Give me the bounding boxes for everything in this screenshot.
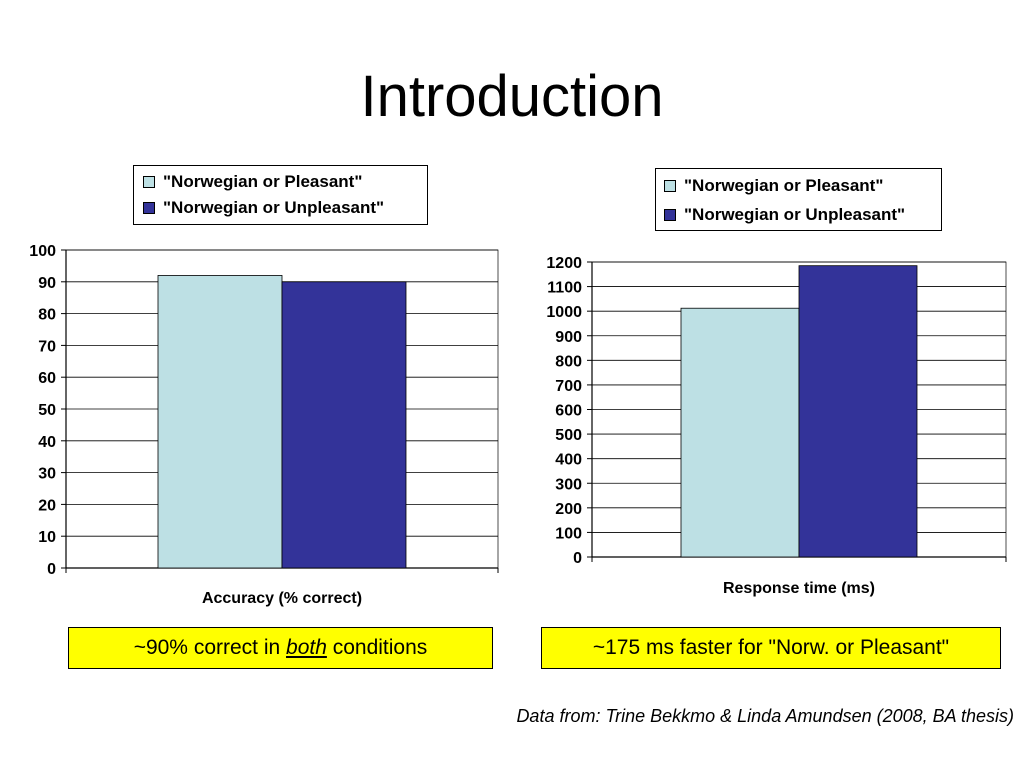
y-tick-label: 200 (555, 501, 582, 518)
accuracy-note-emphasis: both (286, 636, 327, 659)
legend-swatch-unpleasant (143, 202, 155, 214)
x-axis-label: Response time (ms) (723, 580, 875, 597)
response-time-bar-chart: 0 100 200 300 400 500 600 700 800 900 1000 1100 1200… (546, 255, 1007, 597)
y-tick-label: 90 (38, 275, 56, 292)
y-tick-label: 100 (555, 525, 582, 542)
legend-accuracy-chart: "Norwegian or Pleasant" "Norwegian or Un… (133, 165, 428, 225)
y-tick-label: 700 (555, 378, 582, 395)
y-tick-label: 800 (555, 353, 582, 370)
y-tick-label: 30 (38, 466, 56, 483)
y-tick-label: 80 (38, 307, 56, 324)
legend-swatch-pleasant (664, 180, 676, 192)
accuracy-note-after: conditions (326, 636, 428, 659)
y-tick-label: 70 (38, 338, 56, 355)
bar-unpleasant (798, 265, 918, 558)
y-tick-label: 0 (47, 561, 56, 578)
y-tick-label: 50 (38, 402, 56, 419)
y-tick-label: 0 (573, 550, 582, 567)
y-tick-label: 1200 (546, 255, 582, 272)
legend-label-pleasant: "Norwegian or Pleasant" (163, 172, 363, 191)
data-source-note: Data from: Trine Bekkmo & Linda Amundsen… (516, 706, 1014, 726)
y-tick-label: 60 (38, 370, 56, 387)
y-tick-label: 500 (555, 427, 582, 444)
y-tick-label: 1100 (547, 280, 582, 297)
bar-pleasant (680, 307, 800, 558)
response-note-text: ~175 ms faster for "Norw. or Pleasant" (592, 636, 950, 659)
legend-label-unpleasant: "Norwegian or Unpleasant" (684, 205, 906, 224)
legend-swatch-unpleasant (664, 209, 676, 221)
accuracy-bar-chart: 0 10 20 30 40 50 60 70 80 90 100 Accuracy (% correc… (29, 243, 499, 607)
accuracy-note-box: ~90% correct in both conditions (68, 627, 493, 669)
accuracy-note-before: ~90% correct in (133, 636, 287, 659)
y-tick-label: 20 (38, 497, 56, 514)
y-tick-label: 600 (555, 403, 582, 420)
legend-swatch-pleasant (143, 176, 155, 188)
response-note-box: ~175 ms faster for "Norw. or Pleasant" (541, 627, 1001, 669)
y-tick-label: 300 (555, 476, 582, 493)
legend-label-unpleasant: "Norwegian or Unpleasant" (163, 198, 385, 217)
y-tick-label: 1000 (546, 304, 582, 321)
y-tick-label: 40 (38, 434, 56, 451)
bar-pleasant (157, 275, 283, 569)
slide-title: Introduction (360, 64, 664, 129)
y-tick-label: 400 (555, 452, 582, 469)
legend-response-chart: "Norwegian or Pleasant" "Norwegian or Un… (655, 168, 942, 231)
bar-unpleasant (281, 281, 407, 569)
y-tick-label: 900 (555, 329, 582, 346)
y-tick-label: 100 (29, 243, 56, 260)
x-axis-label: Accuracy (% correct) (202, 590, 362, 607)
y-tick-label: 10 (38, 529, 56, 546)
legend-label-pleasant: "Norwegian or Pleasant" (684, 176, 884, 195)
